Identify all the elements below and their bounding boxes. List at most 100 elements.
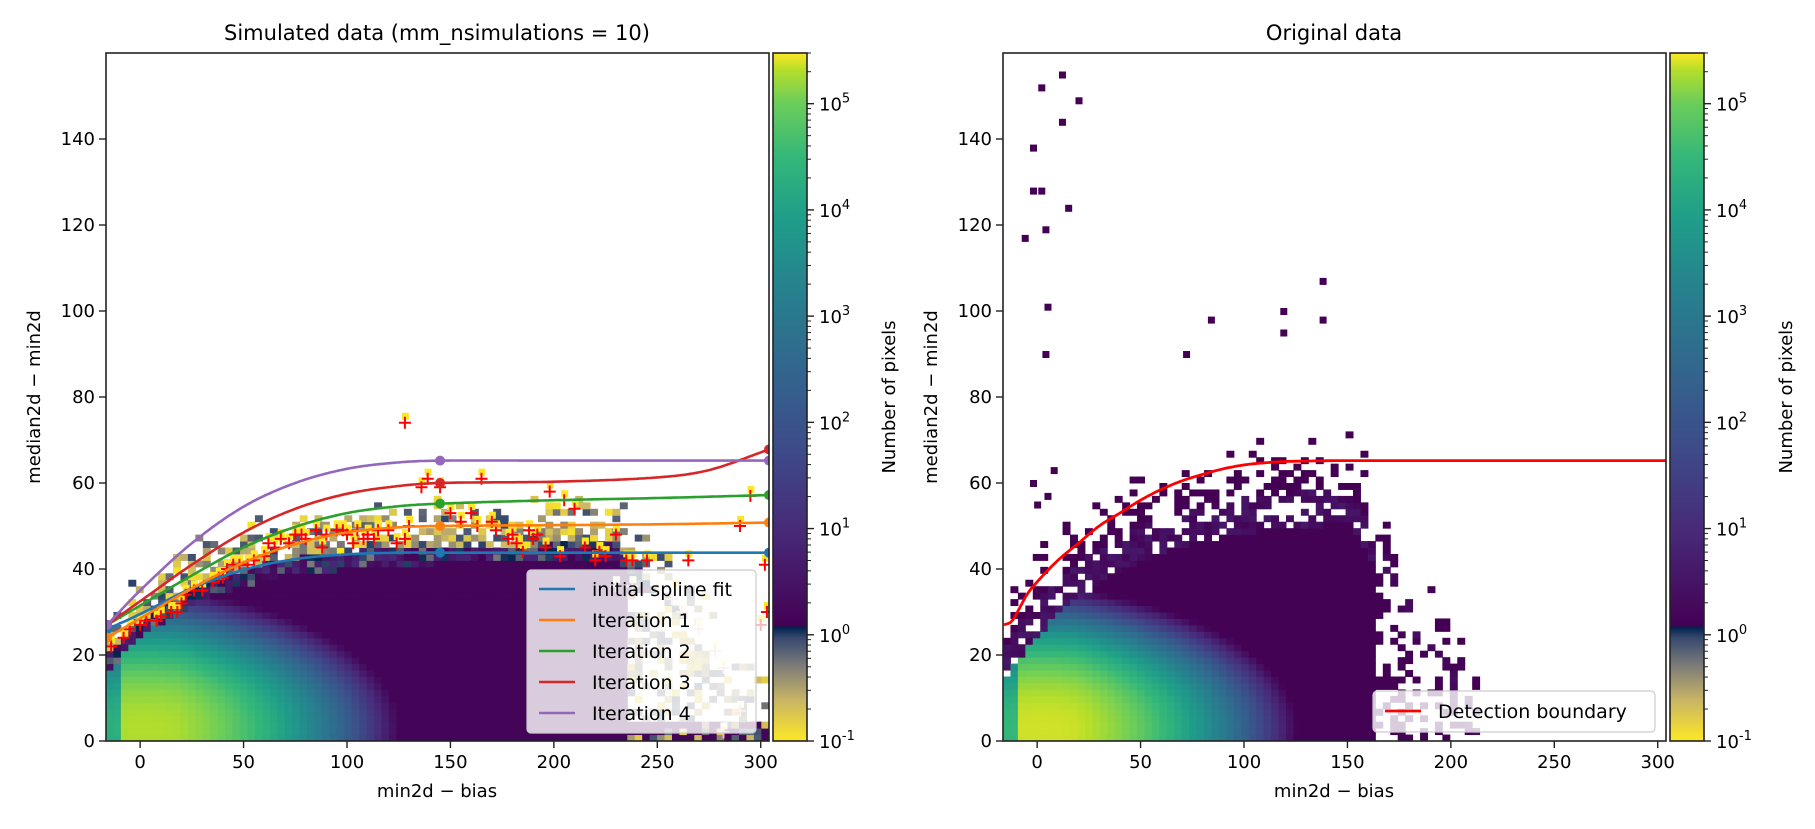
heatmap-cell xyxy=(1397,676,1406,684)
heatmap-cell xyxy=(299,599,308,607)
heatmap-cell xyxy=(1137,618,1145,626)
heatmap-cell xyxy=(1129,631,1138,639)
heatmap-cell xyxy=(1382,663,1391,671)
heatmap-cell xyxy=(1114,586,1123,594)
heatmap-cell xyxy=(247,644,256,652)
heatmap-cell xyxy=(463,682,472,690)
heatmap-cell xyxy=(135,695,144,703)
heatmap-cell xyxy=(1181,528,1190,536)
heatmap-cell xyxy=(403,644,412,652)
heatmap-cell xyxy=(1338,708,1347,716)
heatmap-cell xyxy=(500,715,509,723)
heatmap-cell xyxy=(418,618,427,626)
heatmap-cell xyxy=(485,515,494,523)
heatmap-cell xyxy=(1122,541,1131,548)
heatmap-cell xyxy=(269,553,278,561)
heatmap-cell xyxy=(1330,586,1339,594)
heatmap-cell xyxy=(1196,560,1205,568)
heatmap-cell xyxy=(418,715,427,723)
heatmap-cell xyxy=(515,612,524,619)
outlier-bin xyxy=(509,524,517,532)
heatmap-cell xyxy=(195,657,204,665)
outlier-bin xyxy=(557,546,565,554)
heatmap-cell xyxy=(485,573,494,581)
heatmap-cell xyxy=(1360,450,1369,458)
heatmap-cell xyxy=(1003,708,1011,716)
heatmap-cell xyxy=(1241,695,1250,703)
heatmap-cell xyxy=(582,547,591,555)
heatmap-cell xyxy=(433,612,442,619)
heatmap-cell xyxy=(1159,734,1168,741)
heatmap-cell xyxy=(448,592,457,600)
heatmap-cell xyxy=(128,663,137,671)
heatmap-cell xyxy=(292,676,301,684)
heatmap-cell xyxy=(1285,721,1294,729)
heatmap-cell xyxy=(508,605,517,613)
heatmap-cell xyxy=(515,708,524,716)
heatmap-cell xyxy=(485,624,494,632)
heatmap-cell xyxy=(1025,605,1034,613)
heatmap-cell xyxy=(1375,534,1384,542)
heatmap-cell xyxy=(1062,592,1071,600)
heatmap-cell xyxy=(515,560,524,568)
heatmap-cell xyxy=(254,566,263,574)
heatmap-cell xyxy=(1196,708,1205,716)
outlier-bin xyxy=(312,520,320,528)
heatmap-cell xyxy=(1218,734,1227,741)
heatmap-cell xyxy=(1122,663,1131,671)
heatmap-cell xyxy=(336,702,345,710)
heatmap-cell xyxy=(1025,676,1034,684)
heatmap-cell xyxy=(359,618,368,626)
heatmap-cell xyxy=(753,676,762,684)
heatmap-cell xyxy=(1070,695,1078,703)
heatmap-cell xyxy=(262,637,271,645)
heatmap-cell xyxy=(217,579,226,587)
heatmap-cell xyxy=(150,689,159,697)
heatmap-cell xyxy=(187,689,196,697)
heatmap-cell xyxy=(485,676,494,684)
heatmap-cell xyxy=(411,566,420,574)
heatmap-cell xyxy=(321,624,330,632)
heatmap-cell xyxy=(1353,483,1361,490)
heatmap-cell xyxy=(299,708,308,716)
heatmap-cell xyxy=(1233,734,1242,741)
right-colorbar-label: Number of pixels xyxy=(1776,320,1797,473)
heatmap-cell xyxy=(344,573,353,581)
heatmap-cell xyxy=(463,566,472,574)
heatmap-cell xyxy=(225,734,234,741)
heatmap-cell xyxy=(1241,592,1250,600)
heatmap-cell xyxy=(359,650,368,658)
heatmap-cell xyxy=(336,689,345,697)
heatmap-cell xyxy=(1256,624,1265,632)
outlier-bin xyxy=(302,528,310,536)
heatmap-cell xyxy=(1017,682,1026,690)
heatmap-cell xyxy=(1397,605,1406,613)
heatmap-cell xyxy=(493,586,502,594)
heatmap-cell xyxy=(381,721,390,729)
heatmap-cell xyxy=(604,734,613,741)
heatmap-cell xyxy=(1092,612,1101,619)
heatmap-cell xyxy=(1122,728,1131,736)
outlier-bin xyxy=(319,537,327,545)
heatmap-cell xyxy=(180,702,189,710)
heatmap-cell xyxy=(1330,676,1339,684)
heatmap-cell xyxy=(463,579,472,587)
heatmap-cell xyxy=(1174,624,1183,632)
heatmap-cell xyxy=(478,541,487,548)
heatmap-cell xyxy=(1032,682,1041,690)
heatmap-cell xyxy=(1248,605,1257,613)
y-tick-label: 120 xyxy=(958,215,992,236)
heatmap-cell xyxy=(1226,670,1235,677)
heatmap-cell xyxy=(411,541,420,548)
heatmap-cell xyxy=(1211,734,1220,741)
heatmap-cell xyxy=(225,586,234,594)
heatmap-cell xyxy=(143,663,152,671)
heatmap-cell xyxy=(374,592,383,600)
heatmap-cell xyxy=(1308,528,1317,536)
heatmap-cell xyxy=(180,663,189,671)
heatmap-cell xyxy=(493,508,502,516)
heatmap-cell xyxy=(1174,553,1183,561)
heatmap-cell xyxy=(351,689,360,697)
heatmap-cell xyxy=(1204,721,1213,729)
